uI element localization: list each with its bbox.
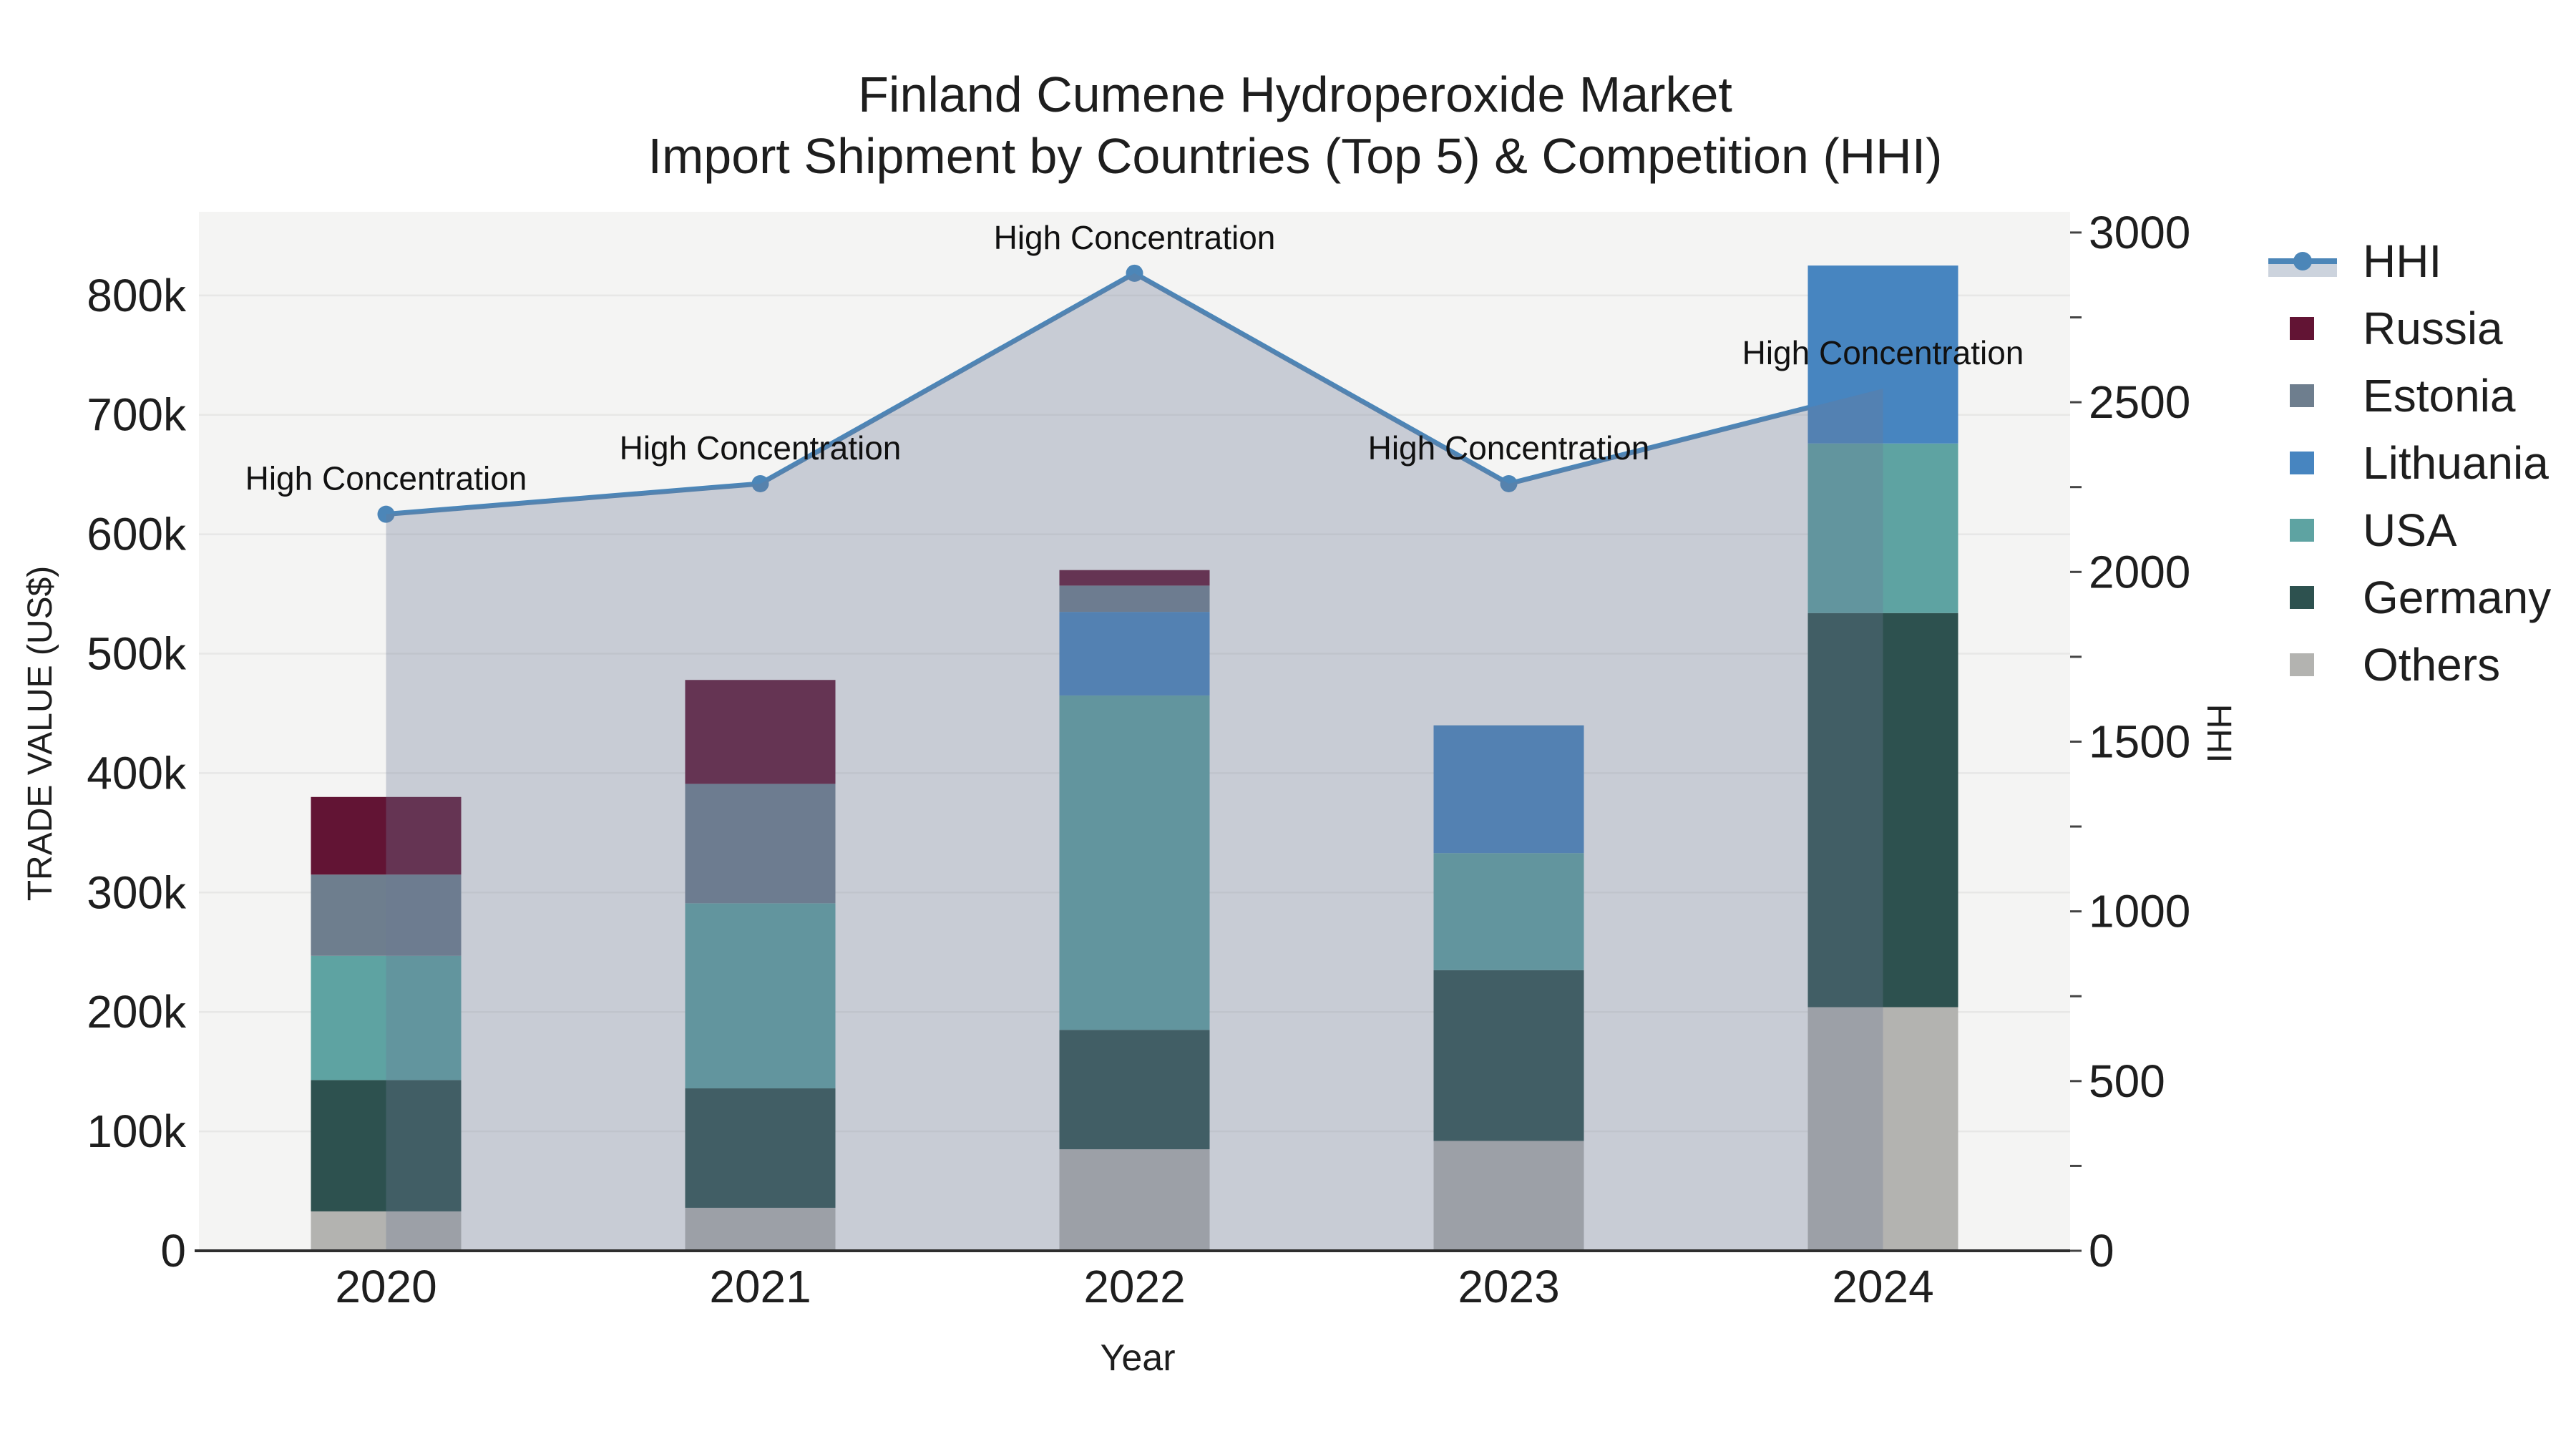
bar-segment-germany-2022[interactable] [1059, 1030, 1210, 1150]
legend-swatch-russia [2290, 317, 2314, 340]
bar-layer [311, 265, 1958, 1251]
bar-segment-usa-2022[interactable] [1059, 695, 1210, 1030]
bar-segment-germany-2024[interactable] [1807, 613, 1958, 1008]
x-tick-label-2020: 2020 [335, 1261, 436, 1312]
y-left-tick-label-500k: 500k [87, 628, 187, 680]
hhi-marker-2020[interactable] [377, 505, 395, 523]
axis-layer: 0 100k 200k 300k 400k 500k 600k 700k 800k 0 500 100… [87, 207, 2190, 1312]
legend-swatch-icon [2254, 441, 2348, 484]
bar-segment-others-2023[interactable] [1433, 1141, 1584, 1251]
bar-segment-usa-2020[interactable] [311, 955, 462, 1080]
bar-segment-others-2022[interactable] [1059, 1149, 1210, 1251]
chart-title-line2: Import Shipment by Countries (Top 5) & C… [648, 128, 1943, 184]
legend-fill-strip-icon [2268, 264, 2337, 277]
y-right-tick-label-3000: 3000 [2089, 207, 2190, 258]
legend-swatch-usa [2290, 519, 2314, 542]
legend: HHI Russia Estonia Lithuania USA Germany Other… [2254, 228, 2551, 698]
legend-line-sample [2268, 240, 2337, 283]
y-left-tick-label-100k: 100k [87, 1106, 187, 1157]
legend-swatch-estonia [2290, 384, 2314, 407]
x-tick-label-2023: 2023 [1458, 1261, 1559, 1312]
y-left-tick-label-400k: 400k [87, 747, 187, 799]
bar-segment-others-2020[interactable] [311, 1211, 462, 1251]
legend-swatch-icon [2254, 576, 2348, 619]
bar-segment-estonia-2021[interactable] [685, 784, 836, 904]
hhi-area-fill-layer [386, 273, 1883, 1252]
legend-item-estonia[interactable]: Estonia [2254, 362, 2551, 429]
legend-swatch-icon [2254, 307, 2348, 350]
annotation-layer: High Concentration High Concentration High… [245, 219, 2024, 497]
legend-swatch-icon [2254, 509, 2348, 552]
annotation-high-concentration-2022: High Concentration [994, 219, 1276, 256]
legend-label-estonia: Estonia [2363, 370, 2516, 421]
bar-segment-others-2024[interactable] [1807, 1007, 1958, 1251]
legend-item-hhi[interactable]: HHI [2254, 228, 2551, 295]
y-right-tick-label-0: 0 [2089, 1225, 2114, 1277]
legend-label-lithuania: Lithuania [2363, 437, 2549, 489]
legend-swatch-others [2290, 653, 2314, 676]
y-right-tick-label-2500: 2500 [2089, 376, 2190, 428]
y-left-tick-label-700k: 700k [87, 389, 187, 441]
annotation-high-concentration-2021: High Concentration [620, 429, 902, 467]
y-right-tick-label-500: 500 [2089, 1055, 2165, 1107]
legend-label-usa: USA [2363, 504, 2457, 556]
y-left-tick-label-300k: 300k [87, 867, 187, 918]
y-left-tick-label-800k: 800k [87, 270, 187, 321]
y-right-tick-label-1000: 1000 [2089, 886, 2190, 937]
annotation-high-concentration-2023: High Concentration [1368, 429, 1650, 467]
bar-segment-lithuania-2022[interactable] [1059, 612, 1210, 696]
legend-label-others: Others [2363, 639, 2501, 691]
legend-swatch-lithuania [2290, 452, 2314, 474]
hhi-marker-2023[interactable] [1500, 474, 1518, 492]
y-left-tick-label-0: 0 [160, 1225, 186, 1277]
bar-segment-russia-2022[interactable] [1059, 570, 1210, 586]
hhi-area-fill [386, 273, 1883, 1252]
bar-segment-lithuania-2024[interactable] [1807, 265, 1958, 444]
legend-item-germany[interactable]: Germany [2254, 564, 2551, 631]
legend-item-usa[interactable]: USA [2254, 497, 2551, 564]
annotation-high-concentration-2024: High Concentration [1742, 334, 2024, 371]
legend-label-germany: Germany [2363, 572, 2552, 623]
y-axis-left-title: TRADE VALUE (US$) [21, 566, 59, 902]
legend-label-hhi: HHI [2363, 235, 2442, 287]
bar-segment-usa-2021[interactable] [685, 903, 836, 1089]
hhi-line-layer [377, 264, 1892, 523]
chart-title-line1: Finland Cumene Hydroperoxide Market [858, 67, 1732, 122]
y-left-tick-label-200k: 200k [87, 986, 187, 1038]
x-tick-label-2021: 2021 [709, 1261, 811, 1312]
legend-line-sample-icon [2254, 240, 2348, 283]
legend-item-others[interactable]: Others [2254, 631, 2551, 698]
hhi-marker-2022[interactable] [1126, 264, 1143, 282]
bar-segment-russia-2020[interactable] [311, 796, 462, 875]
legend-item-lithuania[interactable]: Lithuania [2254, 429, 2551, 497]
hhi-marker-2021[interactable] [751, 474, 769, 492]
x-tick-label-2022: 2022 [1083, 1261, 1185, 1312]
y-right-tick-label-1500: 1500 [2089, 716, 2190, 767]
bar-segment-estonia-2022[interactable] [1059, 585, 1210, 613]
x-tick-label-2024: 2024 [1832, 1261, 1933, 1312]
legend-swatch-icon [2254, 643, 2348, 686]
legend-label-russia: Russia [2363, 303, 2503, 354]
bar-segment-germany-2020[interactable] [311, 1080, 462, 1211]
bar-segment-usa-2024[interactable] [1807, 443, 1958, 613]
bar-segment-germany-2021[interactable] [685, 1088, 836, 1208]
bar-segment-lithuania-2023[interactable] [1433, 725, 1584, 854]
legend-swatch-germany [2290, 586, 2314, 609]
legend-marker-dot-icon [2293, 252, 2312, 270]
legend-item-russia[interactable]: Russia [2254, 295, 2551, 362]
bar-segment-russia-2021[interactable] [685, 680, 836, 784]
y-right-tick-label-2000: 2000 [2089, 546, 2190, 597]
annotation-high-concentration-2020: High Concentration [245, 460, 527, 497]
y-left-tick-label-600k: 600k [87, 509, 187, 560]
legend-swatch-icon [2254, 374, 2348, 417]
y-axis-right-title: HHI [2200, 704, 2238, 763]
bar-segment-germany-2023[interactable] [1433, 970, 1584, 1141]
x-axis-title: Year [1100, 1337, 1175, 1379]
bar-segment-usa-2023[interactable] [1433, 853, 1584, 970]
bar-segment-others-2021[interactable] [685, 1207, 836, 1251]
bar-segment-estonia-2020[interactable] [311, 874, 462, 956]
